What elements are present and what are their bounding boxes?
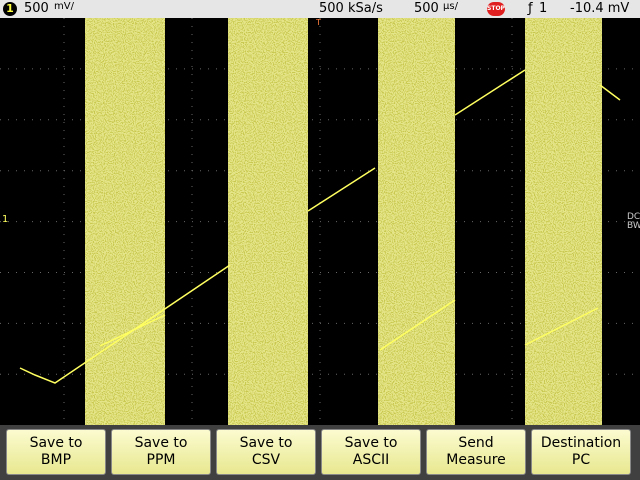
vertical-scale: 500	[24, 1, 49, 16]
channel-badge: 1	[3, 2, 17, 16]
trace-segment	[307, 167, 376, 212]
trace-segment	[599, 84, 621, 101]
noise-dots	[378, 18, 455, 425]
softkey-label: Save to	[29, 435, 83, 451]
noise-bands	[85, 18, 602, 425]
softkey[interactable]: Save to PPM	[111, 429, 211, 475]
noise-dots	[85, 18, 165, 425]
softkey-label: Save to	[134, 435, 188, 451]
softkey[interactable]: Save to ASCII	[321, 429, 421, 475]
trace-alias	[99, 314, 166, 347]
trace-alias	[379, 299, 456, 351]
trace-alias	[524, 307, 599, 346]
softkey-label: PPM	[146, 452, 176, 468]
softkey[interactable]: Send Measure	[426, 429, 526, 475]
trace-segment	[454, 69, 526, 116]
softkey-label: BMP	[40, 452, 72, 468]
bandwidth: BW	[627, 221, 640, 231]
softkey[interactable]: Save to CSV	[216, 429, 316, 475]
trace-segment	[19, 264, 231, 384]
time-unit: µs/	[443, 1, 458, 12]
run-state: STOP	[487, 2, 505, 16]
softkey-label: Destination	[540, 435, 622, 451]
softkey-label: ASCII	[352, 452, 390, 468]
softkey-label: CSV	[251, 452, 281, 468]
trace	[19, 69, 621, 384]
noise-dots	[525, 18, 602, 425]
grid	[0, 18, 640, 425]
sample-rate: 500 kSa/s	[319, 1, 383, 16]
softkey[interactable]: Destination PC	[531, 429, 631, 475]
trigger-source: 1	[539, 1, 548, 16]
trigger-icon: ƒ	[528, 1, 533, 16]
softkey-label: Measure	[446, 452, 506, 468]
softkey-label: Send	[458, 435, 494, 451]
noise-dots	[228, 18, 308, 425]
channel-marker: 1	[2, 214, 8, 225]
vertical-unit: mV/	[54, 1, 74, 12]
softkey-label: Save to	[239, 435, 293, 451]
trigger-marker: T	[315, 18, 321, 27]
coupling: DC	[627, 212, 640, 222]
softkey-label: Save to	[344, 435, 398, 451]
status-bar: 1 500 mV/ 500 kSa/s 500 µs/ STOP ƒ 1 -10…	[0, 0, 640, 18]
trigger-level: -10.4 mV	[570, 1, 630, 16]
softkey-bar: Save to BMP Save to PPM Save to CSV Save to ASC…	[0, 425, 640, 480]
softkey[interactable]: Save to BMP	[6, 429, 106, 475]
waveform-display: 1 T DC BW	[0, 18, 640, 425]
time-scale: 500	[414, 1, 439, 16]
softkey-label: PC	[571, 452, 591, 468]
